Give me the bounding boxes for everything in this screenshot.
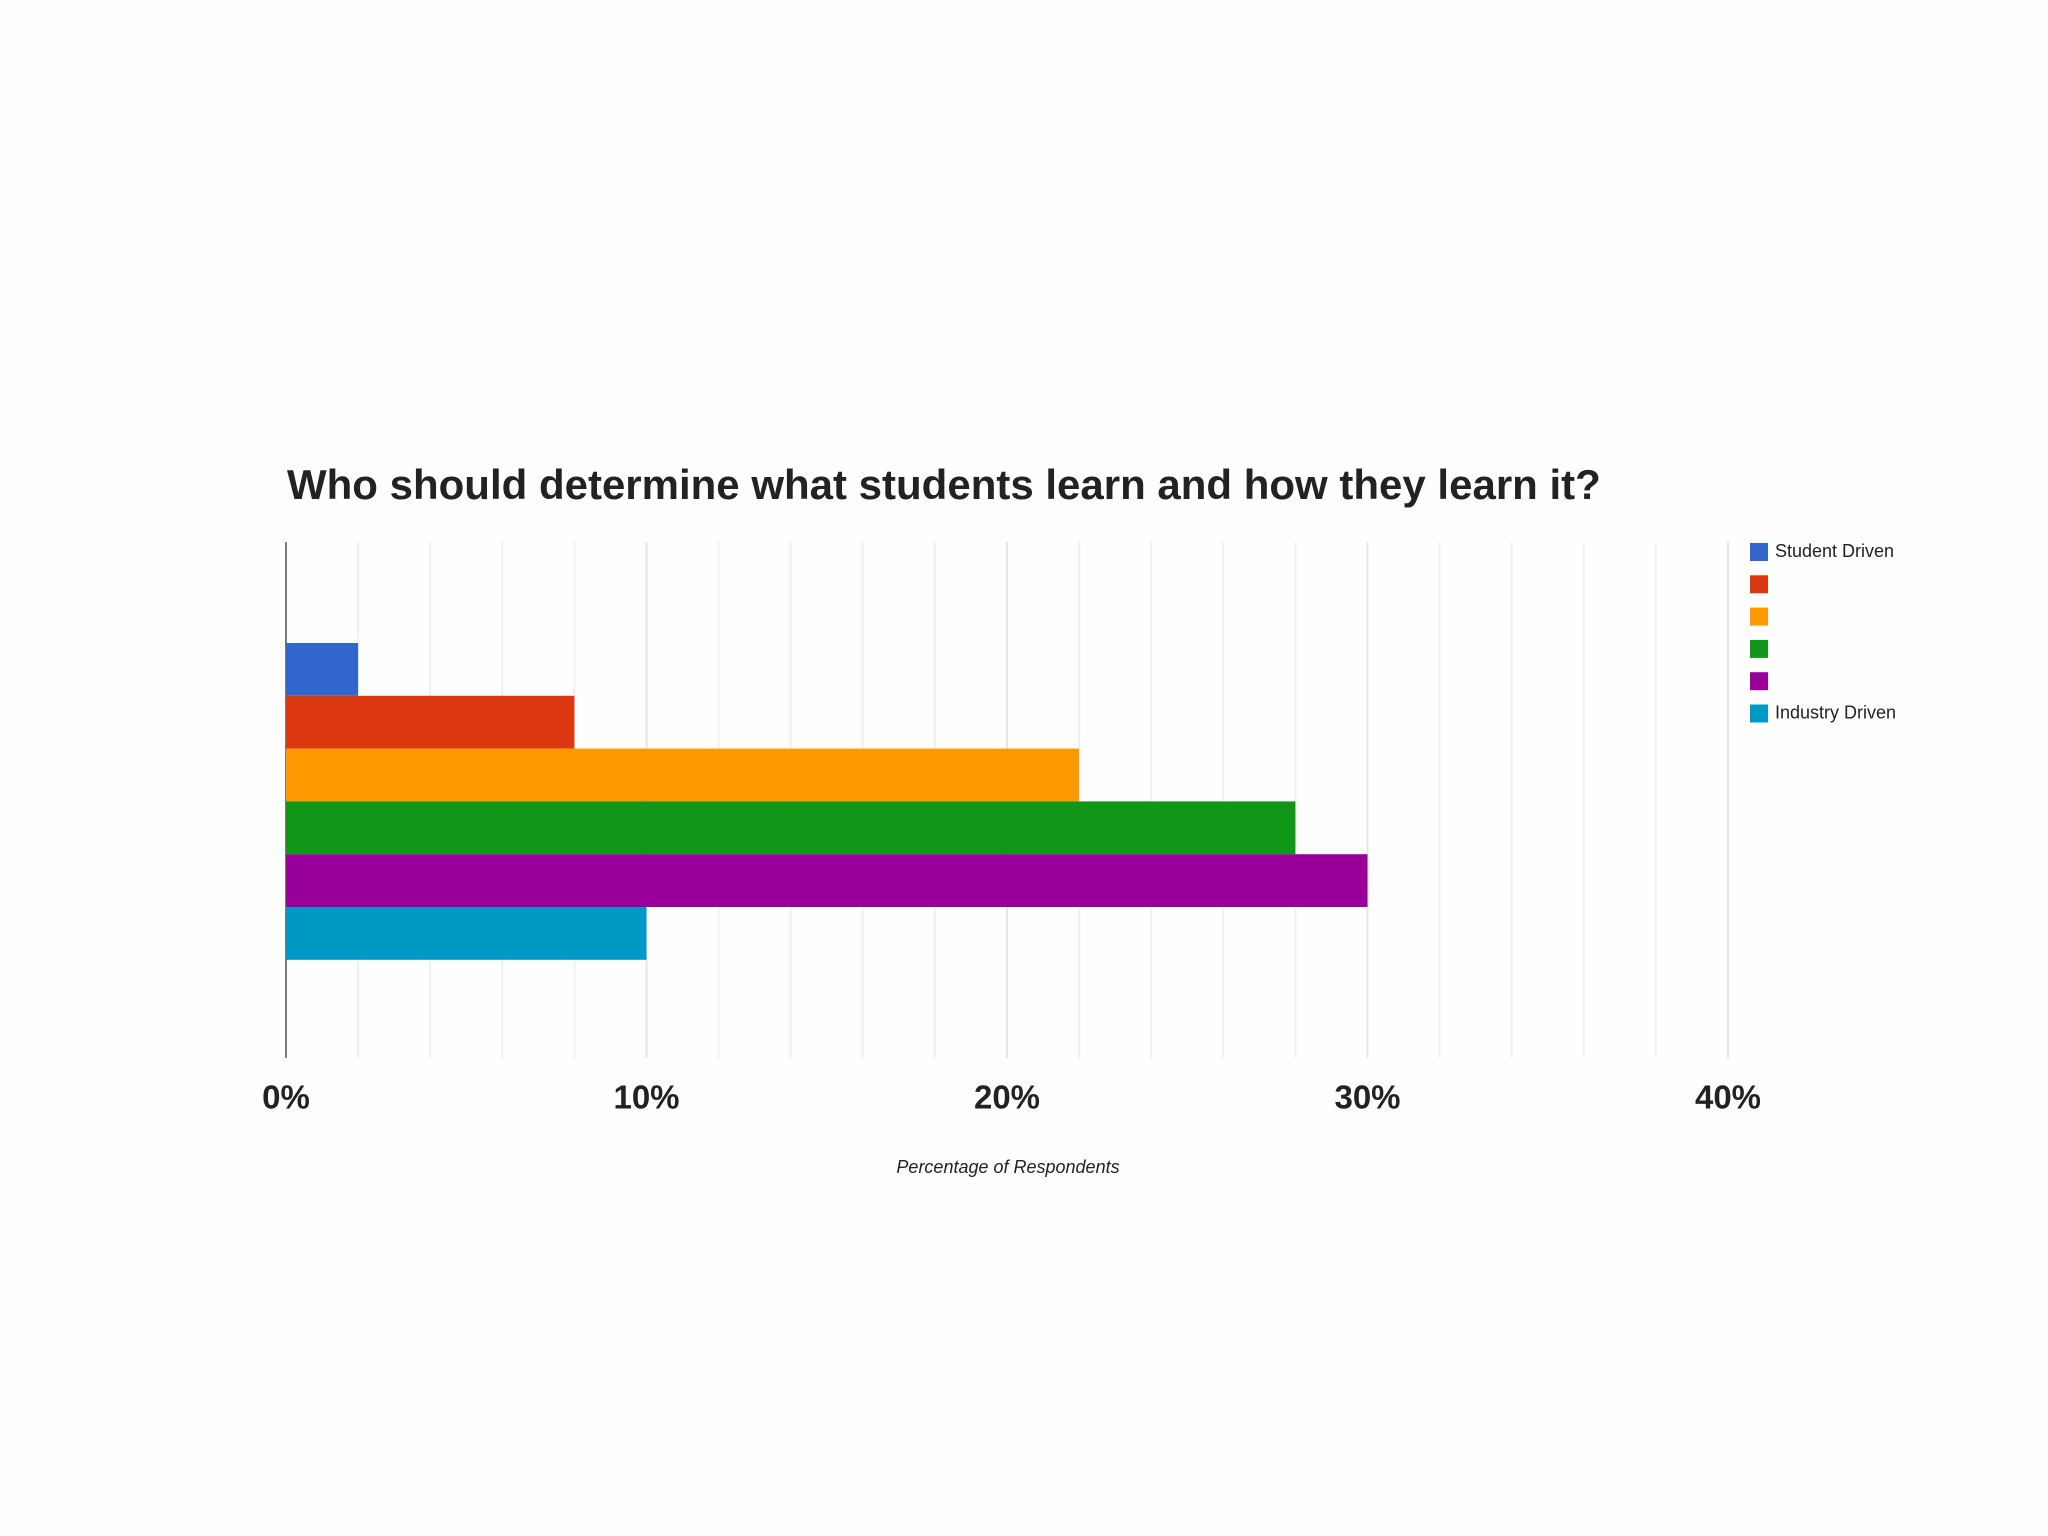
x-tick-label: 40% xyxy=(1695,1079,1761,1116)
x-tick-label: 0% xyxy=(262,1079,310,1116)
legend-swatch xyxy=(1750,575,1768,594)
bar xyxy=(286,695,575,749)
legend-label: Industry Driven xyxy=(1775,702,1896,722)
bar xyxy=(286,801,1296,855)
x-axis-label: Percentage of Respondents xyxy=(896,1157,1119,1177)
x-tick-label: 10% xyxy=(613,1079,679,1116)
bar xyxy=(286,854,1368,907)
bar xyxy=(286,748,1080,802)
legend-swatch xyxy=(1750,672,1768,691)
x-tick-label: 20% xyxy=(974,1079,1040,1116)
legend-swatch xyxy=(1750,543,1768,561)
legend-label: Student Driven xyxy=(1775,541,1894,561)
bar xyxy=(286,643,359,696)
legend-swatch xyxy=(1750,607,1768,626)
bar xyxy=(286,907,647,960)
legend-swatch xyxy=(1750,639,1768,658)
x-tick-label: 30% xyxy=(1334,1079,1400,1116)
legend-swatch xyxy=(1750,704,1768,723)
chart-title: Who should determine what students learn… xyxy=(287,461,1601,508)
